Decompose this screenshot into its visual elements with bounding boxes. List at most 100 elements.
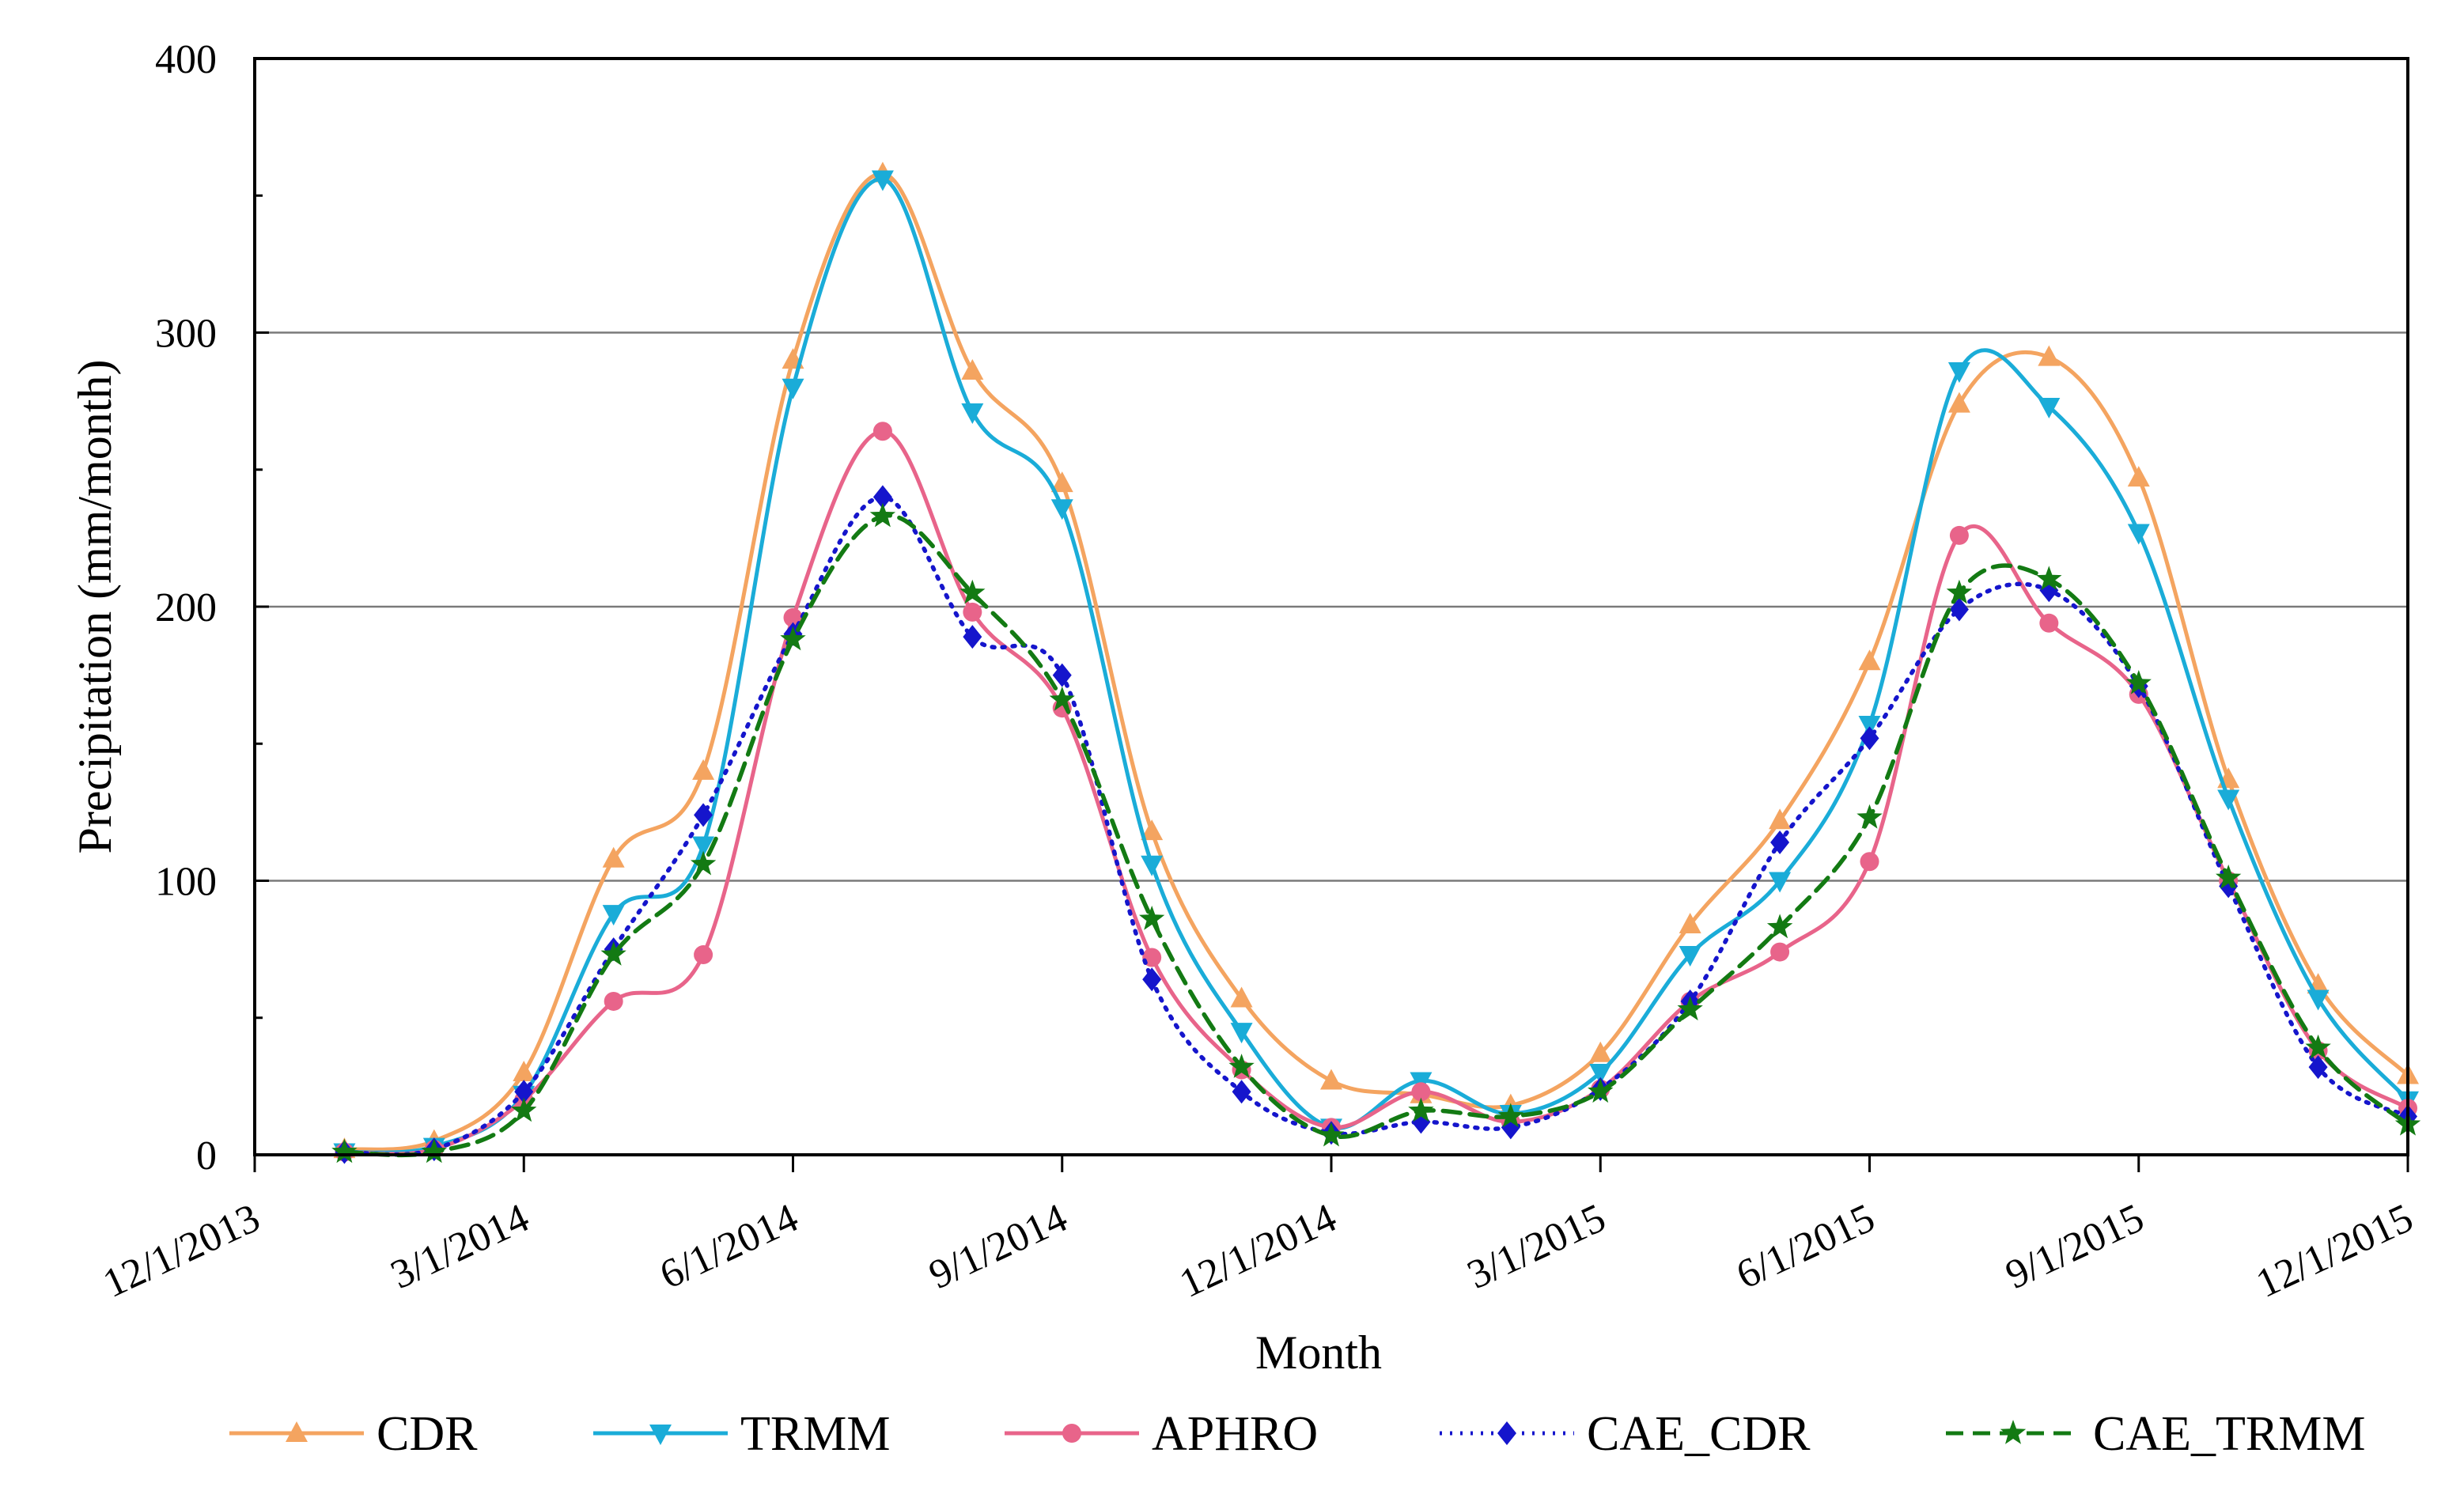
data-point-cae-cdr (2308, 1055, 2328, 1080)
y-tick-label: 300 (155, 312, 217, 357)
data-point-cdr (961, 359, 984, 380)
x-tick-label: 9/1/2014 (922, 1195, 1074, 1298)
data-point-cae-cdr (963, 625, 982, 649)
data-point-cae-trmm (1766, 914, 1793, 939)
data-point-cdr (692, 759, 715, 780)
legend-label-cdr: CDR (377, 1407, 478, 1461)
data-point-cdr (2038, 345, 2061, 366)
data-point-trmm (2038, 398, 2061, 419)
data-point-trmm (1141, 855, 1164, 876)
data-point-cae-trmm (780, 626, 806, 651)
data-point-cae-trmm (2216, 865, 2242, 889)
x-tick-label: 12/1/2015 (2250, 1195, 2420, 1307)
legend-item-aphro: APHRO (1005, 1407, 1318, 1461)
data-point-cae-trmm (2305, 1034, 2331, 1059)
data-point-aphro (1411, 1082, 1431, 1102)
data-point-cae-trmm (1588, 1078, 1614, 1103)
gridlines (255, 331, 2408, 882)
y-axis-title: Precipitation (mm/month) (69, 360, 121, 854)
data-point-aphro (604, 991, 623, 1011)
data-point-aphro (694, 945, 713, 965)
data-point-cae-trmm (1677, 996, 1703, 1021)
data-point-trmm (1050, 499, 1073, 520)
data-point-trmm (1769, 872, 1792, 893)
data-point-cdr (1858, 649, 1881, 671)
x-tick-label: 12/1/2013 (97, 1195, 267, 1307)
data-point-trmm (692, 836, 715, 857)
data-point-cdr (1589, 1041, 1612, 1062)
legend-marker-cae-cdr (1497, 1421, 1516, 1445)
data-point-cae-cdr (872, 485, 892, 509)
data-point-cdr (1947, 392, 1970, 413)
data-point-trmm (1858, 715, 1881, 736)
x-axis-title: Month (1255, 1326, 1382, 1379)
data-point-cae-trmm (600, 941, 626, 966)
data-point-cdr (1679, 912, 1701, 933)
data-point-cae-cdr (1860, 726, 1879, 751)
data-point-trmm (1679, 946, 1701, 967)
legend-marker-cae-trmm (2000, 1420, 2027, 1444)
series-line-cae-cdr (342, 494, 2410, 1157)
data-point-cdr (602, 846, 625, 868)
data-point-cae-cdr (1052, 663, 1072, 687)
data-point-cae-trmm (2036, 566, 2062, 591)
series-trmm (333, 170, 2419, 1164)
legend: CDR TRMM APHRO CAE_CDR CAE_TRMM (229, 1407, 2365, 1461)
data-point-aphro (1949, 525, 1969, 545)
data-point-aphro (963, 602, 982, 622)
data-point-trmm (2127, 524, 2150, 545)
x-tick-label: 12/1/2014 (1173, 1195, 1343, 1307)
data-point-aphro (2039, 613, 2059, 633)
legend-marker-aphro (1062, 1424, 1081, 1443)
data-point-aphro (872, 422, 892, 441)
legend-item-cae-trmm: CAE_TRMM (1946, 1407, 2365, 1461)
legend-item-cae-cdr: CAE_CDR (1440, 1407, 1811, 1461)
series-cae-trmm (331, 502, 2421, 1164)
data-point-cae-cdr (1232, 1080, 1251, 1104)
legend-marker-trmm (649, 1425, 672, 1445)
y-tick-label: 400 (155, 37, 217, 82)
data-point-cdr (1320, 1069, 1342, 1090)
data-point-cae-trmm (421, 1138, 447, 1164)
data-point-cae-trmm (690, 850, 717, 876)
data-point-cdr (2127, 466, 2150, 487)
data-point-cdr (513, 1061, 536, 1082)
data-point-cae-trmm (1408, 1097, 1434, 1122)
series-aphro (335, 422, 2417, 1162)
data-point-cae-cdr (1770, 830, 1790, 854)
data-point-cae-trmm (1946, 579, 1973, 604)
data-point-aphro (1860, 852, 1879, 872)
data-point-trmm (871, 170, 894, 191)
data-point-trmm (602, 905, 625, 926)
data-point-trmm (2307, 989, 2330, 1011)
data-point-trmm (1947, 362, 1970, 384)
data-point-trmm (2217, 789, 2240, 811)
x-tick-label: 3/1/2014 (384, 1195, 536, 1298)
legend-label-cae-cdr: CAE_CDR (1587, 1407, 1811, 1461)
data-point-cae-trmm (331, 1138, 358, 1164)
data-point-trmm (782, 378, 804, 399)
y-tick-label: 100 (155, 860, 217, 905)
data-point-cae-cdr (694, 803, 713, 827)
data-point-cdr (1050, 471, 1073, 493)
data-point-trmm (1589, 1064, 1612, 1085)
data-point-cae-trmm (869, 502, 896, 528)
legend-item-trmm: TRMM (593, 1407, 890, 1461)
data-point-cae-trmm (1497, 1103, 1523, 1128)
data-point-cdr (1230, 986, 1253, 1008)
axes: 0 100 200 300 400 12/1/2013 3/1/2014 6/1/2014 9/… (97, 37, 2420, 1307)
series-line-trmm (342, 176, 2410, 1155)
legend-label-aphro: APHRO (1152, 1407, 1318, 1461)
data-point-trmm (961, 403, 984, 424)
series-line-aphro (342, 429, 2410, 1156)
data-point-cdr (1769, 808, 1792, 830)
data-point-cae-trmm (1049, 686, 1075, 711)
data-point-cae-trmm (1857, 804, 1883, 829)
legend-label-cae-trmm: CAE_TRMM (2093, 1407, 2365, 1461)
legend-label-trmm: TRMM (740, 1407, 890, 1461)
data-point-cae-cdr (514, 1080, 534, 1104)
series-lines (331, 161, 2421, 1164)
x-tick-label: 3/1/2015 (1461, 1195, 1613, 1298)
x-tick-label: 6/1/2014 (653, 1195, 805, 1298)
